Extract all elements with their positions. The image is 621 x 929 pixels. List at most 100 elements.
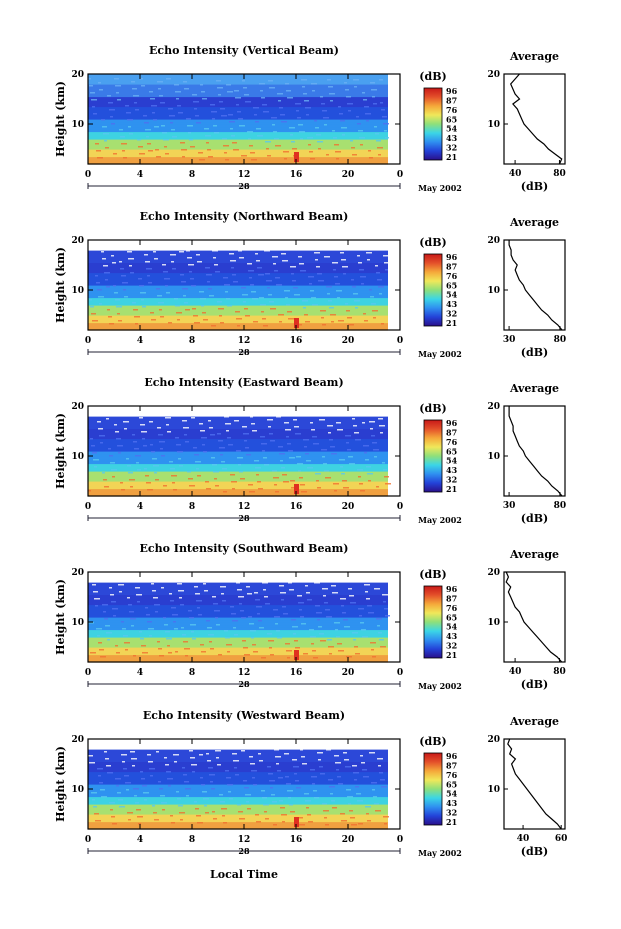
heatmap-speck — [280, 592, 286, 594]
heatmap-row — [88, 791, 388, 795]
heatmap-speck — [335, 151, 341, 153]
heatmap-speck — [207, 281, 210, 283]
heatmap-speck — [142, 306, 146, 308]
heatmap-speck — [162, 809, 165, 811]
heatmap-speck — [354, 432, 359, 434]
x-tick-label: 20 — [342, 502, 355, 512]
heatmap-speck — [318, 626, 322, 628]
heatmap-speck — [173, 489, 177, 491]
heatmap-speck — [290, 811, 295, 813]
heatmap-row — [88, 451, 388, 455]
colorbar-tick-label: 76 — [446, 271, 458, 281]
heatmap-speck — [273, 131, 277, 133]
heatmap-speck — [190, 757, 195, 759]
heatmap-speck — [240, 478, 245, 480]
colorbar-tick-label: 21 — [446, 817, 457, 827]
heatmap-speck — [273, 263, 276, 265]
heatmap-speck — [265, 818, 269, 820]
heatmap-speck — [99, 782, 103, 784]
x-tick-label: 4 — [137, 502, 143, 512]
heatmap-speck — [340, 252, 344, 254]
heatmap-speck — [280, 460, 283, 462]
heatmap-speck — [349, 249, 352, 251]
heatmap-speck — [116, 652, 120, 654]
day-label: 28 — [238, 181, 250, 191]
heatmap-speck — [111, 469, 117, 471]
avg-x-label: (dB) — [521, 180, 548, 193]
heatmap-row — [88, 94, 388, 98]
heatmap-row — [88, 81, 388, 85]
heatmap-speck — [166, 78, 171, 80]
heatmap-speck — [98, 775, 101, 777]
heatmap-speck — [350, 817, 355, 819]
heatmap-speck — [301, 623, 306, 625]
heatmap-speck — [182, 767, 185, 769]
heatmap-row — [88, 461, 388, 465]
heatmap-speck — [324, 817, 327, 819]
heatmap-speck — [243, 780, 247, 782]
heatmap-speck — [208, 767, 213, 769]
heatmap-speck — [159, 309, 162, 311]
heatmap-row — [88, 260, 388, 264]
heatmap-speck — [364, 320, 368, 322]
heatmap-speck — [188, 478, 193, 480]
heatmap-speck — [292, 759, 297, 761]
heatmap-speck — [376, 140, 381, 142]
heatmap-speck — [191, 417, 195, 419]
heatmap-speck — [172, 747, 177, 749]
heatmap-speck — [314, 582, 320, 584]
heatmap-speck — [368, 150, 371, 152]
heatmap-speck — [134, 102, 137, 104]
avg-x-tick-label: 30 — [503, 335, 516, 345]
heatmap-speck — [142, 652, 148, 654]
heatmap-row — [88, 320, 388, 324]
heatmap-row — [88, 322, 388, 326]
heatmap-speck — [215, 271, 220, 273]
heatmap-speck — [332, 130, 335, 132]
heatmap-speck — [238, 811, 243, 813]
heatmap-speck — [219, 447, 225, 449]
heatmap-speck — [137, 816, 143, 818]
heatmap-speck — [261, 790, 265, 792]
panel-1: Echo Intensity (Northward Beam)2010Heigh… — [54, 210, 566, 359]
heatmap-speck — [283, 481, 289, 483]
heatmap-speck — [201, 784, 205, 786]
heatmap-speck — [296, 787, 301, 789]
x-tick-label: 0 — [397, 336, 403, 346]
heatmap-speck — [316, 134, 321, 136]
heatmap-speck — [129, 133, 133, 135]
heatmap-speck — [235, 774, 239, 776]
heatmap-row — [88, 282, 388, 286]
heatmap-speck — [216, 80, 221, 82]
heatmap-speck — [233, 760, 239, 762]
heatmap-row — [88, 121, 388, 125]
heatmap-speck — [112, 608, 118, 610]
heatmap-row — [88, 433, 388, 437]
heatmap-speck — [200, 298, 206, 300]
avg-y-tick-label: 10 — [487, 286, 500, 296]
heatmap-speck — [203, 798, 209, 800]
heatmap-speck — [161, 455, 165, 457]
heatmap-speck — [320, 640, 326, 642]
heatmap-speck — [331, 800, 335, 802]
heatmap-speck — [197, 822, 203, 824]
heatmap-speck — [130, 618, 136, 620]
avg-frame — [503, 571, 566, 663]
heatmap-speck — [298, 256, 302, 258]
heatmap-speck — [312, 90, 315, 92]
heatmap-speck — [230, 474, 235, 476]
colorbar-tick-label: 43 — [446, 133, 458, 143]
heatmap-speck — [246, 454, 251, 456]
heatmap-speck — [200, 84, 203, 86]
heatmap-speck — [205, 812, 209, 814]
heatmap-speck — [133, 309, 138, 311]
heatmap-speck — [256, 128, 261, 130]
heatmap-peak — [294, 484, 299, 494]
heatmap-speck — [330, 578, 334, 580]
colorbar-tick-label: 65 — [446, 446, 457, 456]
heatmap-speck — [242, 640, 246, 642]
heatmap-speck — [169, 593, 172, 595]
heatmap-speck — [268, 80, 273, 82]
heatmap-speck — [365, 459, 369, 461]
heatmap-speck — [212, 250, 218, 252]
